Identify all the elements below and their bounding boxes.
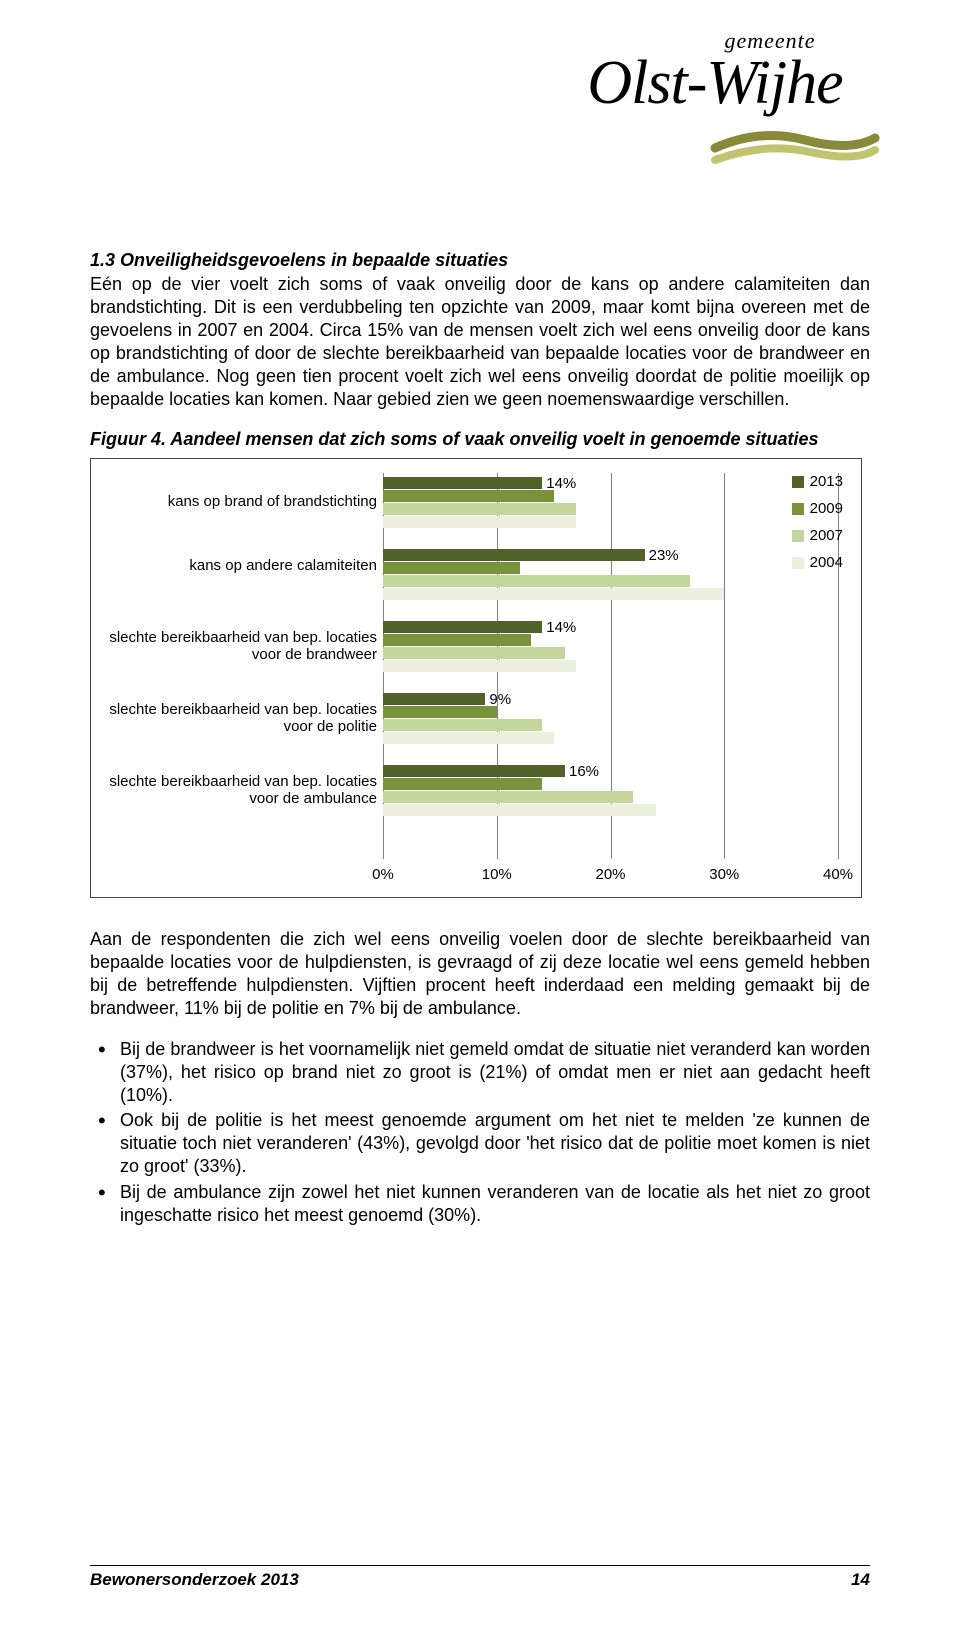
chart-category-label: slechte bereikbaarheid van bep. locaties…: [107, 629, 377, 664]
chart-bar: [383, 562, 520, 574]
chart-xtick: 30%: [709, 866, 739, 883]
chart-category-labels: kans op brand of brandstichting kans op a…: [103, 473, 383, 887]
footer: Bewonersonderzoek 2013 14: [90, 1565, 870, 1590]
bullet-item: Ook bij de politie is het meest genoemde…: [120, 1109, 870, 1178]
chart-bar: [383, 621, 542, 633]
chart-category-label: slechte bereikbaarheid van bep. locaties…: [107, 701, 377, 736]
legend-item: 2007: [792, 527, 843, 544]
logo-swoosh: [710, 120, 880, 180]
legend-label: 2009: [810, 500, 843, 517]
chart-bar: [383, 549, 645, 561]
footer-right: 14: [851, 1570, 870, 1590]
chart-category-label: slechte bereikbaarheid van bep. locaties…: [107, 773, 377, 808]
chart-plot-area: 0%10%20%30%40%14%23%14%9%16%: [383, 473, 849, 887]
chart-bar: [383, 804, 656, 816]
chart-legend: 2013 2009 2007 2004: [792, 473, 843, 581]
chart-category-label: kans op andere calamiteiten: [107, 557, 377, 574]
legend-label: 2004: [810, 554, 843, 571]
legend-item: 2004: [792, 554, 843, 571]
chart-bar: [383, 765, 565, 777]
bullet-item: Bij de brandweer is het voornamelijk nie…: [120, 1038, 870, 1107]
chart-xtick: 10%: [482, 866, 512, 883]
chart-bar: [383, 660, 576, 672]
chart-bar: [383, 647, 565, 659]
chart-data-label: 9%: [489, 691, 511, 708]
chart-bar: [383, 575, 690, 587]
section-heading: 1.3 Onveiligheidsgevoelens in bepaalde s…: [90, 250, 870, 271]
chart-xtick: 0%: [372, 866, 394, 883]
chart-bar: [383, 778, 542, 790]
chart-data-label: 14%: [546, 619, 576, 636]
chart-gridline: [724, 473, 725, 859]
legend-item: 2009: [792, 500, 843, 517]
chart-xtick: 40%: [823, 866, 853, 883]
figure-caption: Figuur 4. Aandeel mensen dat zich soms o…: [90, 429, 870, 450]
chart-data-label: 16%: [569, 763, 599, 780]
chart-bar: [383, 791, 633, 803]
chart-xtick: 20%: [595, 866, 625, 883]
legend-swatch: [792, 503, 804, 515]
chart-bar: [383, 588, 724, 600]
footer-left: Bewonersonderzoek 2013: [90, 1570, 299, 1590]
chart-category-label: kans op brand of brandstichting: [107, 493, 377, 510]
chart-bar: [383, 477, 542, 489]
logo-name: Olst-Wijhe: [550, 48, 880, 119]
legend-swatch: [792, 557, 804, 569]
chart-data-label: 14%: [546, 475, 576, 492]
legend-swatch: [792, 530, 804, 542]
chart-bar: [383, 490, 554, 502]
legend-swatch: [792, 476, 804, 488]
bullet-item: Bij de ambulance zijn zowel het niet kun…: [120, 1181, 870, 1227]
legend-label: 2013: [810, 473, 843, 490]
chart-bar: [383, 706, 497, 718]
chart-container: kans op brand of brandstichting kans op a…: [90, 458, 862, 898]
logo: gemeente Olst-Wijhe: [550, 28, 880, 119]
chart-bar: [383, 732, 554, 744]
legend-label: 2007: [810, 527, 843, 544]
chart-bar: [383, 693, 485, 705]
chart-bar: [383, 719, 542, 731]
chart-data-label: 23%: [649, 547, 679, 564]
main-content: 1.3 Onveiligheidsgevoelens in bepaalde s…: [90, 250, 870, 1229]
chart-bar: [383, 516, 576, 528]
bullet-list: Bij de brandweer is het voornamelijk nie…: [90, 1038, 870, 1226]
chart-bar: [383, 503, 576, 515]
chart-bar: [383, 634, 531, 646]
paragraph-1: Eén op de vier voelt zich soms of vaak o…: [90, 273, 870, 411]
legend-item: 2013: [792, 473, 843, 490]
paragraph-2: Aan de respondenten die zich wel eens on…: [90, 928, 870, 1020]
